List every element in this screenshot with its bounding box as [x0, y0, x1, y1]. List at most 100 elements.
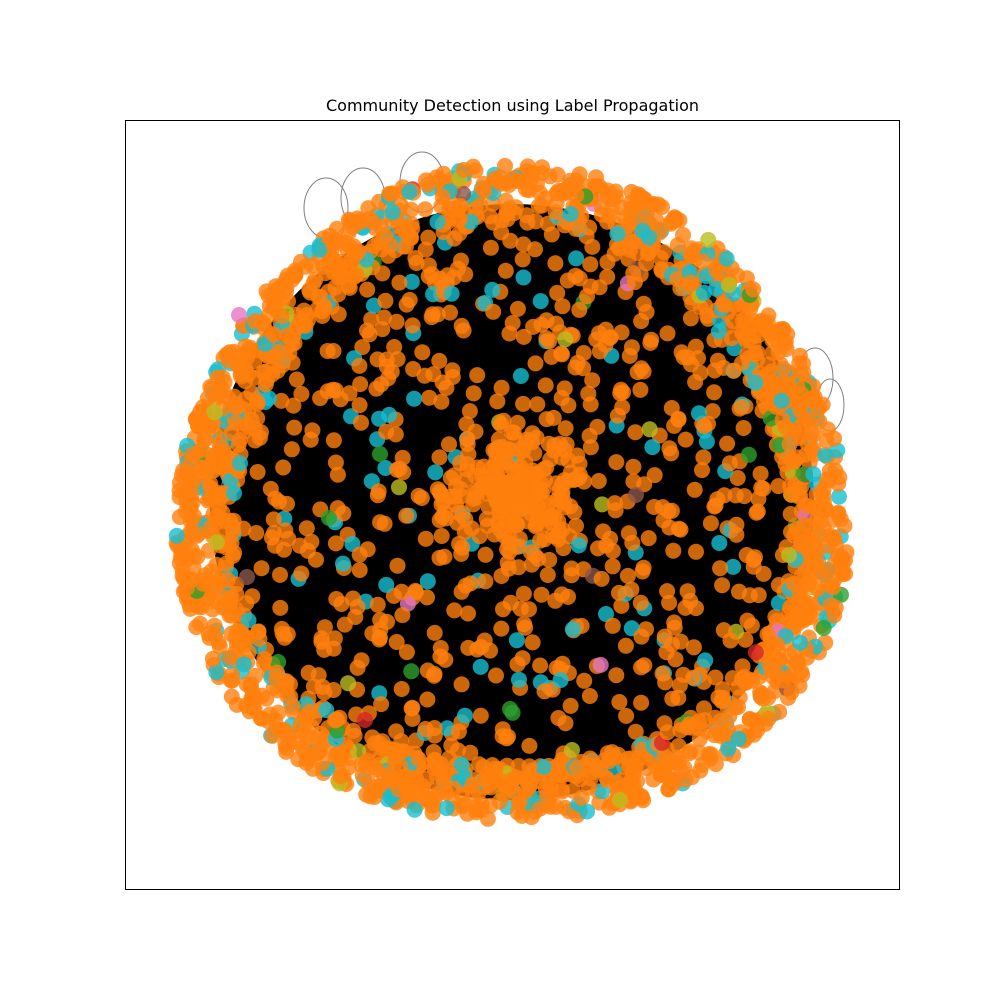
network-node: [620, 525, 637, 542]
network-node: [694, 462, 710, 479]
network-node: [730, 730, 747, 747]
network-node: [596, 752, 613, 769]
network-node: [721, 277, 737, 293]
network-node: [590, 540, 606, 557]
network-node: [646, 499, 663, 515]
network-node: [340, 675, 357, 692]
network-node: [421, 389, 438, 406]
network-node: [460, 605, 476, 622]
network-node: [815, 620, 832, 636]
network-node: [452, 455, 469, 471]
network-node: [551, 523, 568, 540]
network-node: [675, 227, 691, 243]
network-node: [175, 462, 192, 479]
network-node: [537, 377, 554, 394]
network-node: [568, 517, 584, 534]
network-node: [508, 786, 525, 803]
network-node: [697, 652, 714, 669]
network-node: [738, 547, 755, 563]
network-node: [208, 556, 225, 573]
network-node: [682, 274, 699, 291]
network-node: [743, 617, 760, 634]
network-node: [256, 651, 273, 668]
network-node: [328, 711, 345, 728]
network-node: [770, 478, 787, 495]
network-node: [548, 660, 565, 676]
network-node: [681, 716, 698, 733]
network-node: [724, 670, 741, 687]
network-node: [453, 317, 470, 334]
network-node: [359, 281, 376, 298]
network-node: [232, 455, 248, 472]
network-node: [204, 380, 221, 397]
network-node: [383, 363, 400, 380]
network-node: [533, 586, 550, 603]
network-node: [293, 253, 309, 270]
network-node: [695, 253, 712, 270]
network-node: [202, 519, 219, 536]
network-node: [485, 303, 502, 320]
network-node: [324, 235, 341, 252]
network-node: [376, 309, 393, 326]
network-node: [679, 349, 696, 366]
network-node: [431, 352, 448, 369]
network-node: [286, 419, 303, 436]
network-node: [299, 751, 316, 768]
network-node: [515, 269, 532, 286]
network-node: [528, 514, 545, 531]
network-node: [214, 504, 231, 521]
network-node: [451, 535, 468, 552]
network-node: [562, 697, 579, 714]
network-node: [608, 667, 625, 684]
network-node: [381, 406, 398, 423]
network-node: [781, 376, 797, 393]
network-node: [832, 553, 849, 570]
network-node: [553, 586, 570, 603]
network-node: [435, 165, 452, 182]
network-node: [570, 537, 587, 554]
network-node: [541, 333, 558, 350]
network-node: [494, 721, 511, 738]
network-node: [568, 250, 585, 267]
network-node: [296, 302, 312, 319]
network-node: [389, 351, 406, 368]
network-node: [712, 560, 729, 577]
network-node: [628, 487, 644, 503]
network-node: [752, 465, 769, 482]
network-node: [709, 491, 726, 508]
network-node: [386, 339, 403, 355]
network-node: [554, 298, 571, 315]
network-node: [332, 253, 349, 270]
network-node: [226, 485, 242, 502]
network-node: [397, 768, 414, 785]
network-node: [633, 694, 650, 711]
network-node: [514, 650, 531, 667]
network-node: [632, 594, 649, 611]
network-node: [831, 488, 847, 505]
network-node: [472, 707, 489, 724]
network-node: [276, 541, 292, 558]
network-node: [476, 183, 492, 199]
network-node: [335, 505, 352, 522]
network-node: [519, 469, 536, 486]
network-node: [190, 526, 207, 543]
network-node: [204, 650, 221, 667]
network-node: [640, 530, 657, 547]
network-node: [386, 742, 403, 758]
network-node: [505, 424, 522, 441]
network-node: [424, 797, 441, 814]
network-node: [549, 284, 566, 301]
network-node: [760, 710, 777, 727]
network-node: [450, 723, 467, 740]
network-node: [803, 546, 820, 563]
network-node: [477, 477, 494, 494]
network-node: [479, 517, 496, 534]
network-node: [826, 430, 843, 447]
network-node: [821, 463, 838, 479]
network-node: [223, 535, 240, 552]
network-node: [497, 157, 513, 174]
network-node: [532, 657, 549, 674]
network-node: [733, 398, 750, 415]
network-node: [665, 542, 682, 559]
network-node: [759, 322, 776, 339]
